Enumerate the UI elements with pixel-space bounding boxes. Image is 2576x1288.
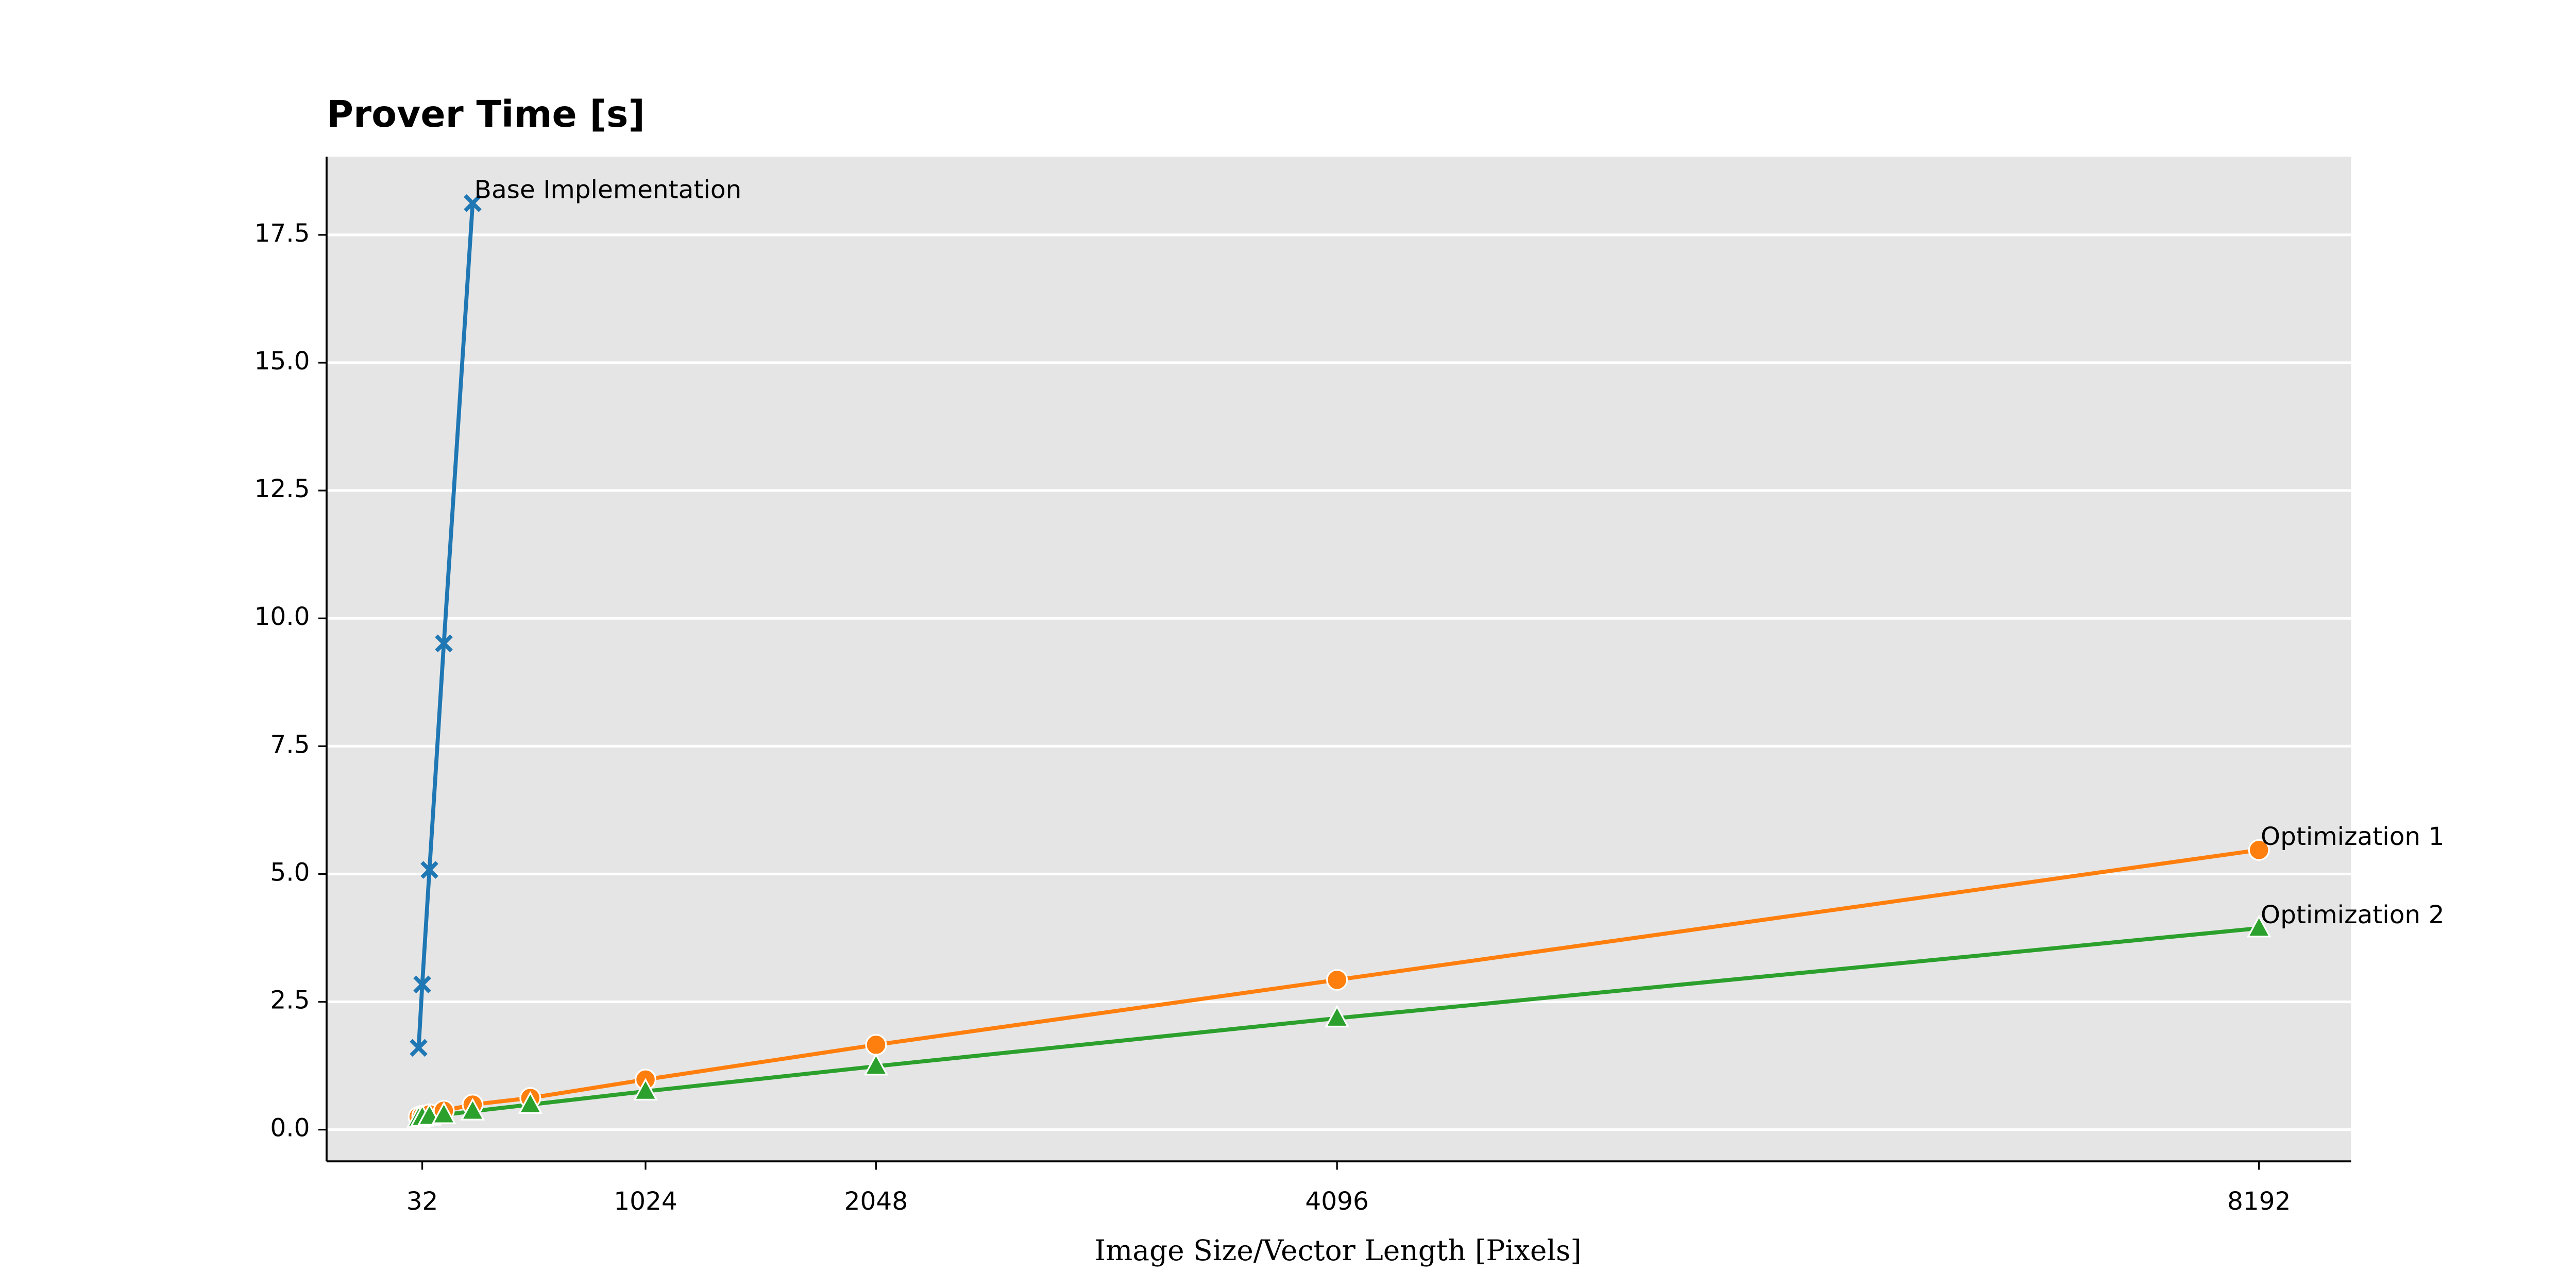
series-label: Base Implementation (474, 176, 742, 205)
point (1326, 969, 1348, 991)
plot-background (326, 157, 2351, 1162)
y-tick-label: 0.0 (270, 1114, 310, 1143)
point (2248, 839, 2270, 861)
y-tick-label: 7.5 (270, 730, 310, 759)
y-tick-label: 5.0 (270, 858, 310, 887)
point (863, 1053, 889, 1076)
point (435, 634, 453, 653)
chart-title: Prover Time [s] (327, 93, 645, 135)
x-tick-label: 1024 (614, 1187, 677, 1216)
point (413, 975, 431, 994)
x-tick-label: 2048 (844, 1187, 908, 1216)
y-tick-label: 17.5 (255, 219, 310, 248)
x-tick-label: 8192 (2227, 1187, 2291, 1216)
point (460, 1097, 485, 1121)
point (2246, 914, 2272, 938)
x-axis-label: Image Size/Vector Length [Pixels] (1094, 1234, 1581, 1267)
point (633, 1078, 658, 1101)
point (865, 1033, 887, 1056)
y-tick-label: 12.5 (255, 474, 310, 503)
point (431, 1101, 456, 1124)
y-tick-label: 2.5 (270, 986, 310, 1015)
point (518, 1091, 543, 1114)
point (420, 861, 438, 879)
series-label: Optimization 1 (2261, 822, 2445, 851)
x-tick-label: 4096 (1305, 1187, 1368, 1216)
y-tick-label: 15.0 (255, 347, 310, 376)
x-tick-label: 32 (406, 1187, 438, 1216)
point (410, 1039, 428, 1057)
y-tick-label: 10.0 (255, 602, 310, 631)
point (1325, 1005, 1349, 1028)
series-label: Optimization 2 (2261, 901, 2445, 929)
point (464, 194, 482, 212)
